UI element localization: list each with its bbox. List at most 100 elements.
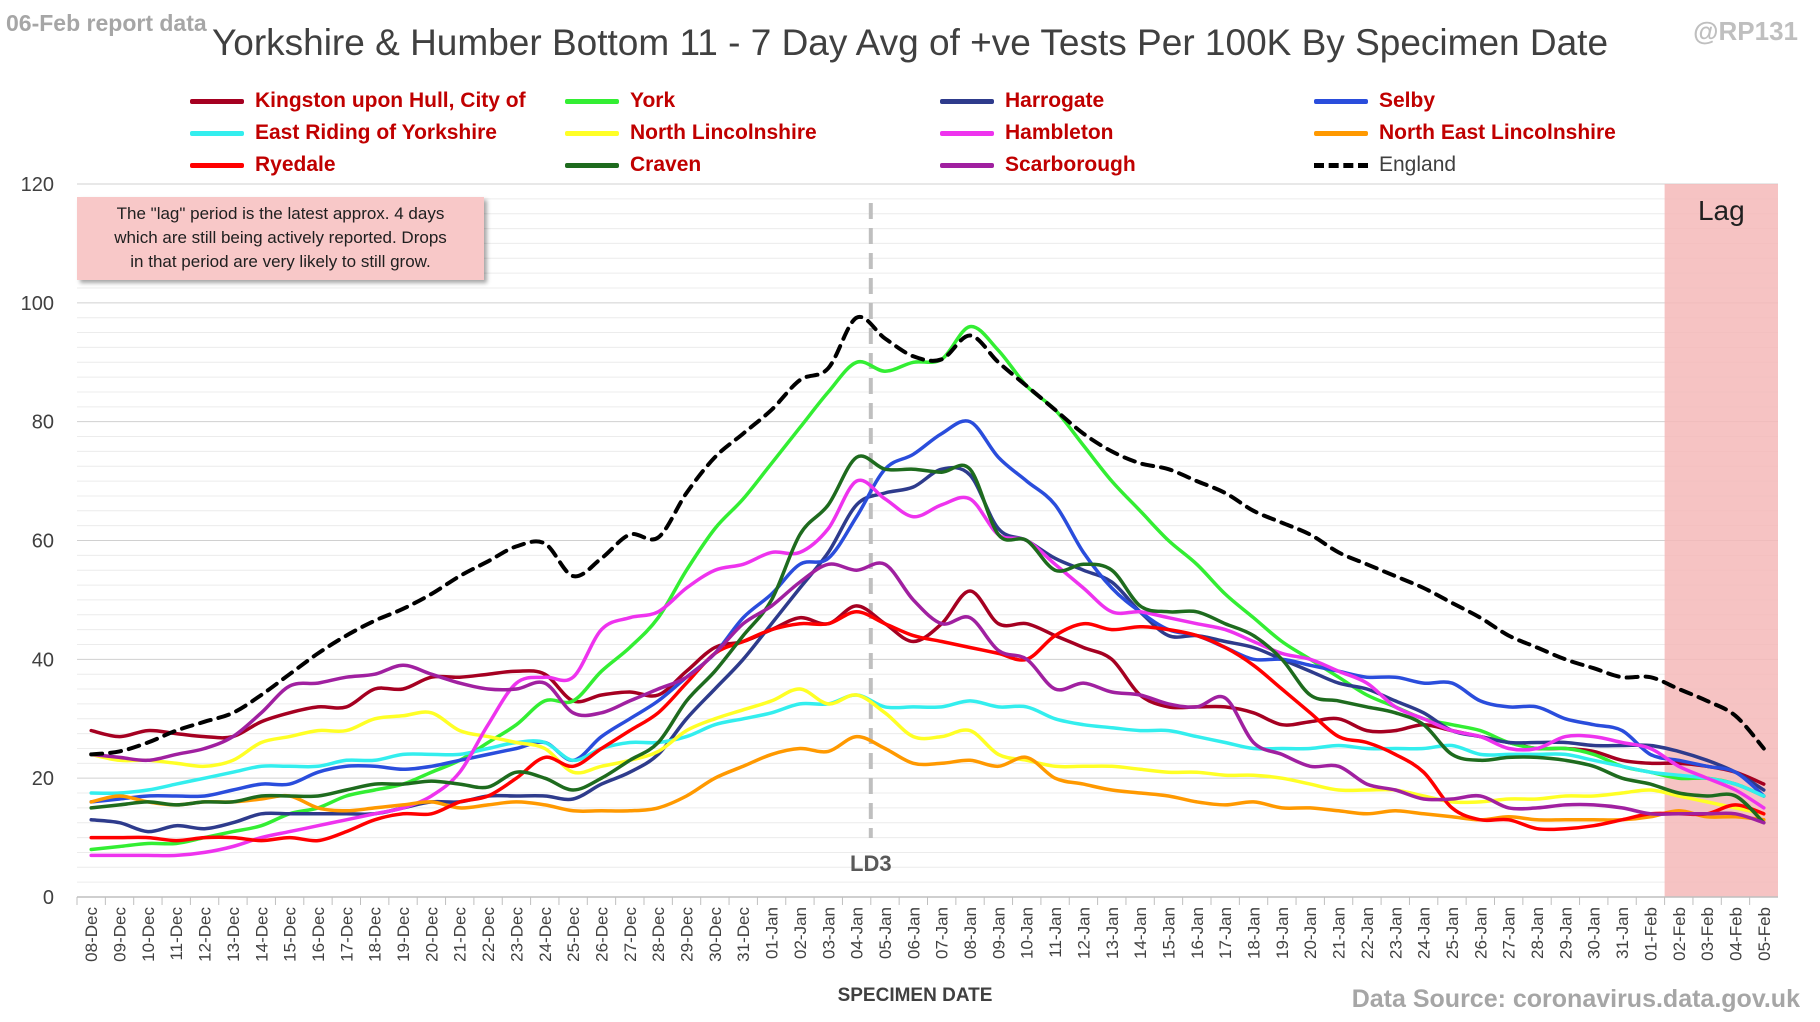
x-tick-label: 06-Jan <box>904 907 923 959</box>
legend-label: York <box>630 89 676 112</box>
legend-label: Hambleton <box>1005 121 1114 144</box>
x-tick-label: 20-Dec <box>422 907 441 962</box>
x-tick-label: 23-Jan <box>1386 907 1405 959</box>
x-tick-label: 31-Dec <box>734 907 753 962</box>
y-tick-label: 60 <box>32 531 54 553</box>
x-tick-label: 05-Feb <box>1755 907 1774 961</box>
x-tick-label: 11-Dec <box>167 907 186 961</box>
lag-note-box: The "lag" period is the latest approx. 4… <box>77 197 484 280</box>
legend-item: Ryedale <box>190 150 336 180</box>
x-tick-label: 14-Jan <box>1131 907 1150 959</box>
legend-label: Harrogate <box>1005 89 1105 112</box>
y-tick-label: 80 <box>32 412 54 434</box>
legend-label: England <box>1379 153 1457 176</box>
x-tick-label: 24-Dec <box>536 907 555 962</box>
x-tick-label: 16-Dec <box>309 907 328 962</box>
chart-title: Yorkshire & Humber Bottom 11 - 7 Day Avg… <box>211 22 1609 63</box>
x-tick-label: 27-Jan <box>1500 907 1519 959</box>
x-tick-label: 13-Jan <box>1103 907 1122 959</box>
legend-label: Kingston upon Hull, City of <box>255 89 526 112</box>
legend-item: Hambleton <box>940 118 1114 148</box>
y-tick-label: 0 <box>43 887 54 909</box>
legend-item: Scarborough <box>940 150 1136 180</box>
legend-swatch <box>1314 87 1368 115</box>
legend-label: North Lincolnshire <box>630 121 817 144</box>
report-date-label: 06-Feb report data <box>6 10 207 36</box>
x-tick-label: 14-Dec <box>252 907 271 962</box>
x-tick-label: 26-Dec <box>592 907 611 962</box>
legend-item: York <box>565 86 675 116</box>
x-tick-label: 08-Jan <box>961 907 980 959</box>
legend-label: East Riding of Yorkshire <box>255 121 497 144</box>
x-tick-label: 19-Jan <box>1273 907 1292 959</box>
x-tick-label: 15-Jan <box>1159 907 1178 959</box>
x-tick-label: 03-Feb <box>1698 907 1717 961</box>
legend-swatch <box>565 87 619 115</box>
data-source-label: Data Source: coronavirus.data.gov.uk <box>1351 985 1800 1013</box>
series-lines <box>89 314 1766 858</box>
series-line-harrogate <box>89 465 1766 834</box>
lag-label: Lag <box>1698 195 1745 226</box>
ld3-marker-label: LD3 <box>850 851 892 876</box>
x-tick-label: 25-Jan <box>1443 907 1462 959</box>
x-tick-label: 13-Dec <box>224 907 243 962</box>
x-tick-label: 27-Dec <box>621 907 640 962</box>
series-line-york <box>89 324 1766 852</box>
legend-swatch <box>565 151 619 179</box>
x-tick-label: 10-Jan <box>1018 907 1037 959</box>
x-tick-label: 02-Feb <box>1670 907 1689 961</box>
x-tick-label: 09-Dec <box>111 907 130 962</box>
legend-swatch <box>1314 119 1368 147</box>
series-line-selby <box>89 419 1766 804</box>
chart-legend: Kingston upon Hull, City of York Harrogate… <box>190 86 1616 182</box>
x-tick-label: 19-Dec <box>394 907 413 962</box>
x-tick-label: 08-Dec <box>82 907 101 962</box>
series-line-hambleton <box>89 478 1766 858</box>
x-tick-label: 12-Dec <box>196 907 215 962</box>
x-tick-label: 16-Jan <box>1188 907 1207 959</box>
y-tick-label: 40 <box>32 649 54 671</box>
x-axis-title: SPECIMEN DATE <box>838 985 993 1006</box>
legend-swatch <box>940 151 994 179</box>
x-tick-label: 23-Dec <box>507 907 526 962</box>
series-line-craven <box>89 454 1766 825</box>
legend-label: Craven <box>630 153 702 176</box>
legend-item: North East Lincolnshire <box>1314 118 1616 148</box>
y-tick-label: 20 <box>32 768 54 790</box>
x-tick-label: 01-Feb <box>1641 907 1660 961</box>
x-tick-label: 12-Jan <box>1074 907 1093 959</box>
x-tick-label: 04-Jan <box>848 907 867 959</box>
x-tick-label: 29-Dec <box>678 907 697 962</box>
series-line-north-lincolnshire <box>89 687 1766 816</box>
lag-note-line-3: in that period are very likely to still … <box>130 252 431 271</box>
x-tick-label: 24-Jan <box>1415 907 1434 959</box>
x-tick-label: 15-Dec <box>281 907 300 962</box>
legend-label: Scarborough <box>1005 153 1136 176</box>
series-line-ryedale <box>89 610 1766 843</box>
x-tick-label: 04-Feb <box>1726 907 1745 961</box>
x-tick-label: 21-Dec <box>451 907 470 962</box>
x-tick-label: 30-Dec <box>706 907 725 962</box>
legend-item: Kingston upon Hull, City of <box>190 86 526 116</box>
legend-item: Harrogate <box>940 86 1104 116</box>
x-tick-label: 11-Jan <box>1046 907 1065 958</box>
author-handle: @RP131 <box>1693 16 1798 46</box>
lag-note-line-2: which are still being actively reported.… <box>114 228 447 247</box>
legend-item: East Riding of Yorkshire <box>190 118 497 148</box>
x-tick-label: 10-Dec <box>139 907 158 962</box>
legend-swatch <box>190 119 244 147</box>
legend-item: North Lincolnshire <box>565 118 817 148</box>
legend-item: Craven <box>565 150 701 180</box>
x-tick-label: 18-Dec <box>366 907 385 962</box>
x-tick-label: 03-Jan <box>819 907 838 959</box>
x-tick-label: 17-Dec <box>337 907 356 962</box>
legend-swatch <box>1314 151 1368 179</box>
x-tick-label: 22-Dec <box>479 907 498 962</box>
x-tick-label: 21-Jan <box>1330 907 1349 959</box>
x-tick-label: 29-Jan <box>1556 907 1575 959</box>
legend-item: England <box>1314 150 1456 180</box>
grid-lines <box>77 183 1778 883</box>
x-tick-label: 17-Jan <box>1216 907 1235 959</box>
legend-swatch <box>940 119 994 147</box>
